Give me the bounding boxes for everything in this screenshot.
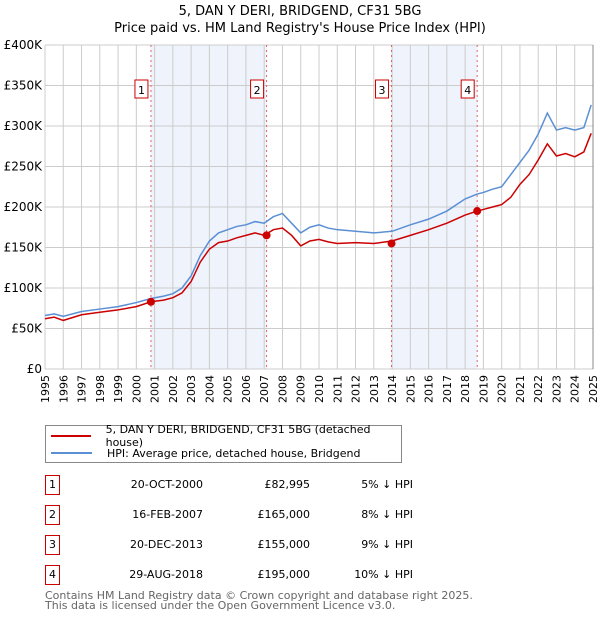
x-tick-label: 2017 <box>441 375 454 403</box>
y-tick-label: £200K <box>4 200 44 214</box>
x-tick-label: 1996 <box>57 375 70 403</box>
x-tick-label: 2013 <box>368 375 381 403</box>
x-tick-label: 2000 <box>130 375 143 403</box>
x-tick-label: 1995 <box>39 375 52 403</box>
sale-date: 20-DEC-2013 <box>129 538 203 551</box>
sale-number: 2 <box>45 505 60 525</box>
sale-marker-number: 1 <box>138 84 145 97</box>
sale-hpi-diff: 9% ↓ HPI <box>361 538 413 551</box>
x-tick-label: 2018 <box>459 375 472 403</box>
x-tick-label: 2001 <box>149 375 162 403</box>
sale-marker-number: 4 <box>464 84 471 97</box>
x-tick-label: 2025 <box>587 375 600 403</box>
y-tick-label: £0 <box>27 362 42 376</box>
x-tick-label: 2006 <box>240 375 253 403</box>
sale-number: 1 <box>45 475 60 495</box>
sale-price: £82,995 <box>264 478 311 491</box>
sale-price: £165,000 <box>257 508 311 521</box>
sale-price: £195,000 <box>257 568 311 581</box>
sale-point <box>387 239 396 248</box>
sale-row: 2 16-FEB-2007 £165,000 8% ↓ HPI <box>45 505 445 525</box>
x-tick-label: 2012 <box>350 375 363 403</box>
sale-marker-label: 2 <box>250 79 265 99</box>
chart-title: 5, DAN Y DERI, BRIDGEND, CF31 5BG <box>178 4 422 19</box>
sale-marker-label: 1 <box>134 79 149 99</box>
x-tick-label: 2010 <box>313 375 326 403</box>
sale-hpi-diff: 10% ↓ HPI <box>354 568 413 581</box>
sale-marker-box <box>375 79 390 99</box>
x-tick-label: 1999 <box>112 375 125 403</box>
sale-marker-label: 4 <box>460 79 475 99</box>
x-tick-label: 2007 <box>258 375 271 403</box>
y-tick-label: £100K <box>4 281 44 295</box>
y-tick-label: £350K <box>4 79 44 93</box>
sale-row: 4 29-AUG-2018 £195,000 10% ↓ HPI <box>45 565 445 585</box>
sale-marker-box <box>460 79 475 99</box>
legend-swatch-blue <box>51 452 92 454</box>
chart-subtitle: Price paid vs. HM Land Registry's House … <box>114 21 486 36</box>
sale-date: 20-OCT-2000 <box>130 478 203 491</box>
property-price-line <box>44 133 592 322</box>
sale-date: 16-FEB-2007 <box>132 508 203 521</box>
x-tick-label: 2003 <box>185 375 198 403</box>
x-tick-label: 2021 <box>514 375 527 403</box>
sale-price: £155,000 <box>257 538 311 551</box>
x-tick-label: 2002 <box>167 375 180 403</box>
y-tick-label: £150K <box>4 241 44 255</box>
legend-item-property: 5, DAN Y DERI, BRIDGEND, CF31 5BG (detac… <box>46 423 401 449</box>
footer: Contains HM Land Registry data © Crown c… <box>45 589 473 612</box>
sale-point <box>473 207 482 216</box>
legend-swatch-red <box>51 435 91 437</box>
sale-point <box>146 297 155 306</box>
sale-marker-box <box>250 79 265 99</box>
sale-row: 3 20-DEC-2013 £155,000 9% ↓ HPI <box>45 535 445 555</box>
sale-marker-number: 2 <box>254 84 261 97</box>
x-tick-label: 1998 <box>94 375 107 403</box>
x-tick-label: 2008 <box>276 375 289 403</box>
y-tick-label: £50K <box>11 322 43 336</box>
x-tick-label: 2016 <box>423 375 436 403</box>
x-tick-label: 2019 <box>477 375 490 403</box>
sale-hpi-diff: 5% ↓ HPI <box>361 478 413 491</box>
sale-date: 29-AUG-2018 <box>129 568 203 581</box>
hpi-line <box>44 104 592 318</box>
y-tick-label: £400K <box>4 38 44 52</box>
legend-label: HPI: Average price, detached house, Brid… <box>107 446 361 460</box>
x-tick-label: 2020 <box>496 375 509 403</box>
x-tick-label: 1997 <box>76 375 89 403</box>
sale-row: 1 20-OCT-2000 £82,995 5% ↓ HPI <box>45 475 445 495</box>
sale-number: 3 <box>45 535 60 555</box>
sale-marker-box <box>134 79 149 99</box>
x-tick-label: 2015 <box>404 375 417 403</box>
sale-point <box>262 231 271 240</box>
price-chart: 1995 1996 1997 1998 1999 2000 2001 2002 2003 2004… <box>4 38 600 403</box>
sale-hpi-diff: 8% ↓ HPI <box>361 508 413 521</box>
x-tick-label: 2005 <box>222 375 235 403</box>
x-tick-label: 2024 <box>569 375 582 403</box>
legend: 5, DAN Y DERI, BRIDGEND, CF31 5BG (detac… <box>45 423 402 463</box>
x-tick-label: 2011 <box>331 375 344 403</box>
footer-line: This data is licensed under the Open Gov… <box>45 599 396 612</box>
x-tick-label: 2009 <box>295 375 308 403</box>
x-tick-label: 2014 <box>386 375 399 403</box>
legend-label: 5, DAN Y DERI, BRIDGEND, CF31 5BG (detac… <box>105 423 371 449</box>
x-tick-label: 2004 <box>203 375 216 403</box>
sale-marker-label: 3 <box>375 79 390 99</box>
y-tick-label: £300K <box>4 119 44 133</box>
footer-line: Contains HM Land Registry data © Crown c… <box>45 589 473 602</box>
sale-marker-number: 3 <box>379 84 386 97</box>
legend-item-hpi: HPI: Average price, detached house, Brid… <box>46 445 360 461</box>
x-tick-label: 2023 <box>550 375 563 403</box>
sale-number: 4 <box>45 565 60 585</box>
x-tick-label: 2022 <box>532 375 545 403</box>
y-tick-label: £250K <box>4 160 44 174</box>
